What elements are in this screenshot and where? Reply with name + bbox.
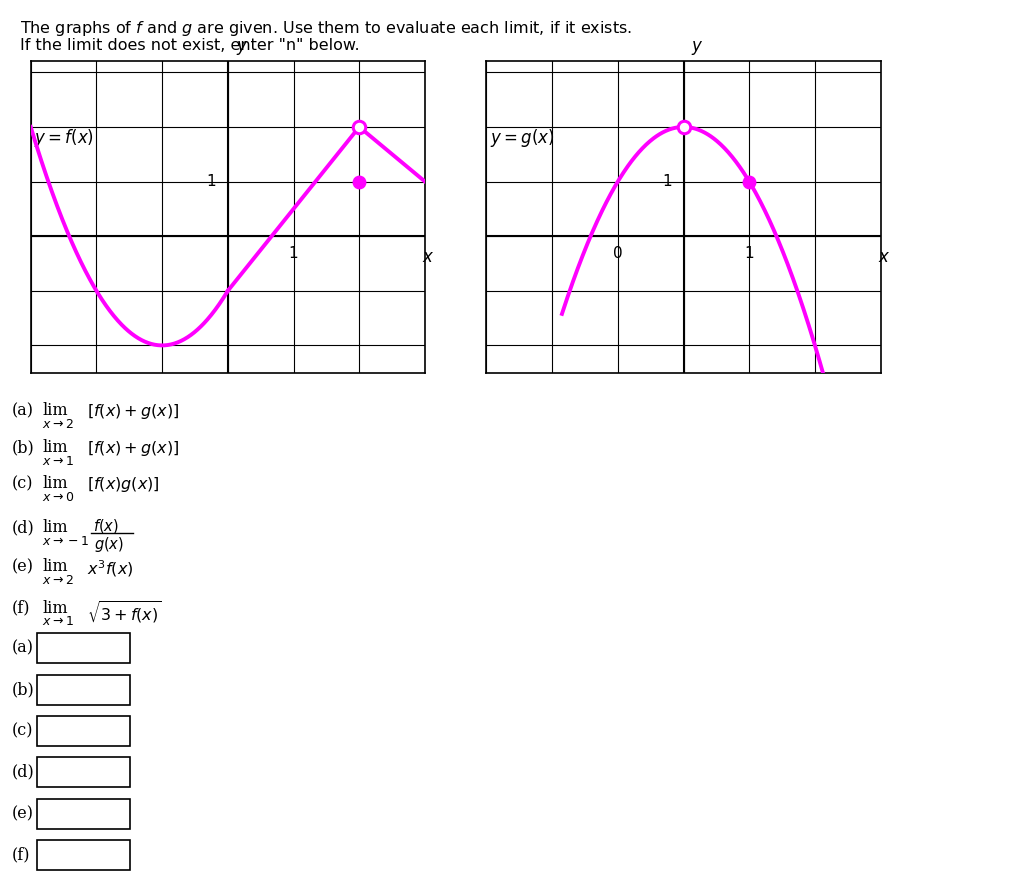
- Text: lim: lim: [42, 600, 68, 617]
- Text: lim: lim: [42, 438, 68, 456]
- Text: (b): (b): [11, 681, 34, 698]
- Text: $y$: $y$: [236, 39, 248, 57]
- Text: $x^3 f(x)$: $x^3 f(x)$: [87, 558, 134, 579]
- FancyBboxPatch shape: [37, 757, 130, 788]
- FancyBboxPatch shape: [37, 840, 130, 870]
- Text: 1: 1: [744, 246, 754, 261]
- Text: $x\to-1$: $x\to-1$: [42, 535, 89, 548]
- FancyBboxPatch shape: [37, 799, 130, 829]
- Text: 1: 1: [663, 174, 672, 189]
- Text: 1: 1: [289, 246, 298, 261]
- Text: If the limit does not exist, enter "n" below.: If the limit does not exist, enter "n" b…: [20, 38, 360, 53]
- Text: (f): (f): [11, 846, 30, 864]
- Text: $[f(x) + g(x)]$: $[f(x) + g(x)]$: [87, 438, 180, 458]
- Text: $x\to2$: $x\to2$: [42, 574, 74, 587]
- Text: (a): (a): [11, 639, 33, 657]
- Text: $[f(x)g(x)]$: $[f(x)g(x)]$: [87, 475, 160, 495]
- Text: (c): (c): [11, 723, 33, 739]
- Text: The graphs of $f$ and $g$ are given. Use them to evaluate each limit, if it exis: The graphs of $f$ and $g$ are given. Use…: [20, 19, 633, 39]
- FancyBboxPatch shape: [37, 633, 130, 663]
- Text: $[f(x) + g(x)]$: $[f(x) + g(x)]$: [87, 403, 180, 422]
- Text: (a): (a): [11, 403, 33, 419]
- Text: (e): (e): [11, 558, 33, 575]
- Text: $x\to1$: $x\to1$: [42, 454, 74, 467]
- Text: lim: lim: [42, 558, 68, 575]
- Text: (c): (c): [11, 475, 33, 493]
- Text: $y = g(x)$: $y = g(x)$: [489, 127, 554, 149]
- Text: $x\to1$: $x\to1$: [42, 615, 74, 628]
- FancyBboxPatch shape: [37, 716, 130, 746]
- Text: lim: lim: [42, 519, 68, 536]
- Text: 1: 1: [207, 174, 216, 189]
- FancyBboxPatch shape: [37, 674, 130, 705]
- Text: (d): (d): [11, 764, 34, 781]
- Text: $y = f(x)$: $y = f(x)$: [34, 127, 94, 149]
- Text: lim: lim: [42, 403, 68, 419]
- Text: (d): (d): [11, 519, 34, 536]
- Text: $x$: $x$: [878, 248, 890, 267]
- Text: (e): (e): [11, 805, 33, 823]
- Text: $x$: $x$: [422, 248, 434, 267]
- Text: $y$: $y$: [691, 39, 703, 57]
- Text: (b): (b): [11, 438, 34, 456]
- Text: lim: lim: [42, 475, 68, 493]
- Text: (f): (f): [11, 600, 30, 617]
- Text: $\sqrt{3 + f(x)}$: $\sqrt{3 + f(x)}$: [87, 600, 162, 625]
- Text: 0: 0: [613, 246, 623, 261]
- Text: $f(x)$: $f(x)$: [93, 517, 119, 535]
- Text: $x\to0$: $x\to0$: [42, 491, 75, 504]
- Text: $g(x)$: $g(x)$: [94, 535, 124, 553]
- Text: $x\to2$: $x\to2$: [42, 418, 74, 431]
